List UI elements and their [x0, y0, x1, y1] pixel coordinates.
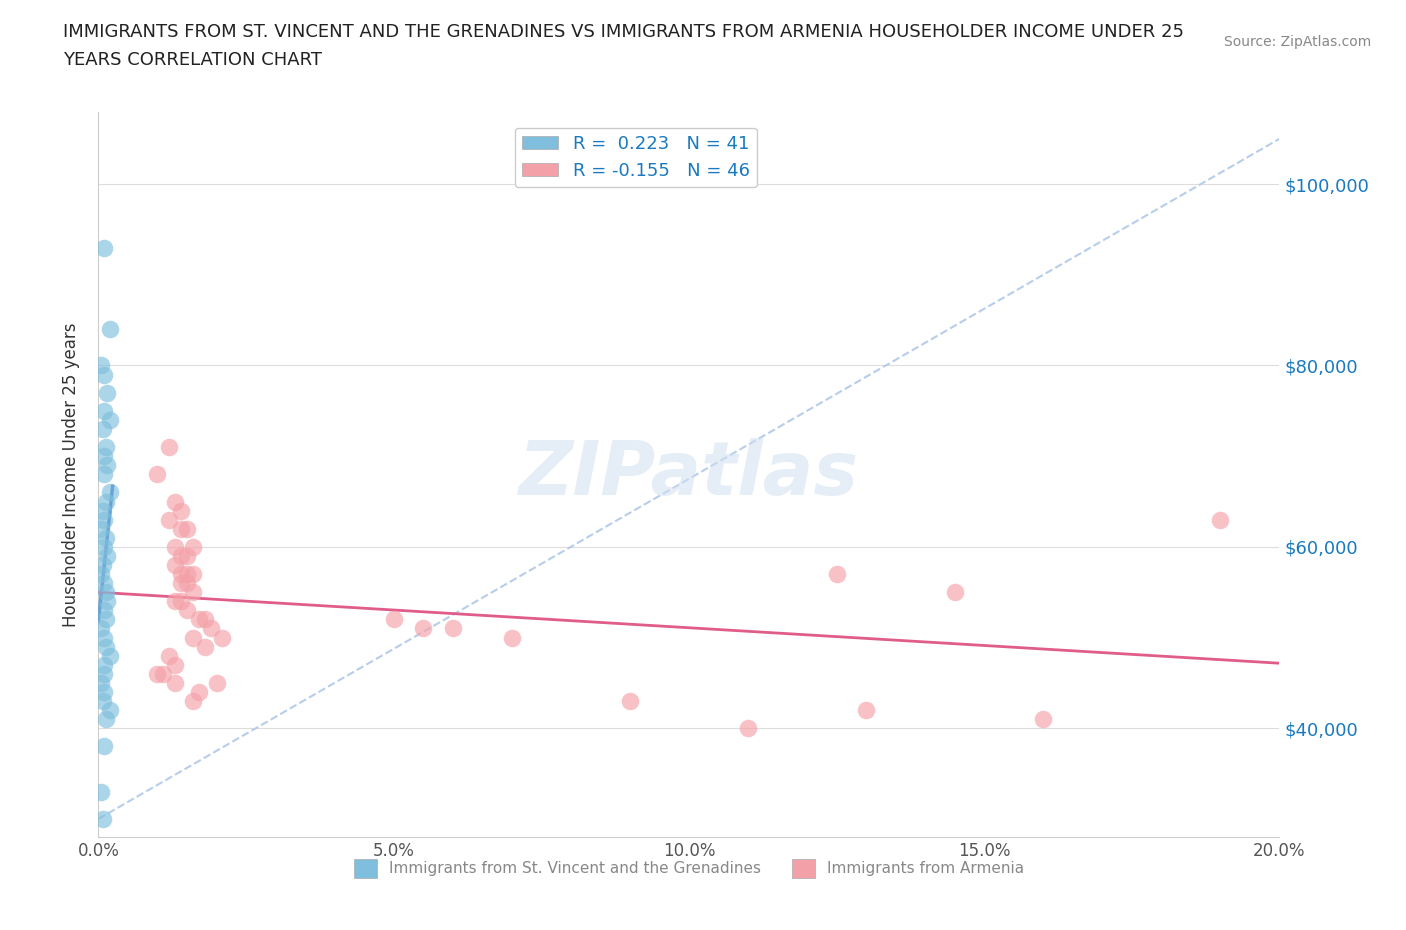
- Point: [146, 467, 169, 482]
- Point: [94, 612, 117, 627]
- Point: [194, 639, 217, 654]
- Text: IMMIGRANTS FROM ST. VINCENT AND THE GRENADINES VS IMMIGRANTS FROM ARMENIA HOUSEH: IMMIGRANTS FROM ST. VINCENT AND THE GREN…: [63, 23, 1184, 41]
- Point: [170, 549, 193, 564]
- Point: [825, 566, 848, 581]
- Point: [165, 675, 187, 690]
- Point: [93, 631, 115, 645]
- Point: [205, 675, 228, 690]
- Point: [165, 494, 187, 509]
- Point: [96, 594, 118, 609]
- Point: [181, 566, 204, 581]
- Point: [146, 667, 169, 682]
- Point: [91, 811, 114, 827]
- Point: [93, 449, 115, 464]
- Point: [165, 558, 187, 573]
- Point: [181, 539, 204, 554]
- Point: [170, 521, 193, 536]
- Point: [93, 367, 115, 382]
- Point: [98, 703, 121, 718]
- Point: [170, 566, 193, 581]
- Legend: Immigrants from St. Vincent and the Grenadines, Immigrants from Armenia: Immigrants from St. Vincent and the Gren…: [347, 853, 1031, 884]
- Point: [96, 549, 118, 564]
- Point: [157, 648, 180, 663]
- Point: [176, 603, 198, 618]
- Point: [96, 385, 118, 400]
- Text: ZIPatlas: ZIPatlas: [519, 438, 859, 511]
- Point: [94, 711, 117, 726]
- Point: [187, 684, 209, 699]
- Point: [170, 503, 193, 518]
- Point: [94, 585, 117, 600]
- Point: [176, 549, 198, 564]
- Point: [98, 322, 121, 337]
- Point: [737, 721, 759, 736]
- Point: [90, 521, 112, 536]
- Point: [165, 658, 187, 672]
- Point: [181, 694, 204, 709]
- Point: [382, 612, 405, 627]
- Point: [90, 358, 112, 373]
- Point: [176, 566, 198, 581]
- Y-axis label: Householder Income Under 25 years: Householder Income Under 25 years: [62, 322, 80, 627]
- Point: [98, 648, 121, 663]
- Point: [1209, 512, 1232, 527]
- Text: Source: ZipAtlas.com: Source: ZipAtlas.com: [1223, 35, 1371, 49]
- Point: [1032, 711, 1054, 726]
- Point: [619, 694, 641, 709]
- Point: [93, 512, 115, 527]
- Point: [94, 494, 117, 509]
- Point: [194, 612, 217, 627]
- Point: [187, 612, 209, 627]
- Point: [90, 621, 112, 636]
- Point: [93, 738, 115, 753]
- Point: [165, 539, 187, 554]
- Point: [94, 639, 117, 654]
- Point: [91, 421, 114, 436]
- Point: [93, 539, 115, 554]
- Point: [93, 576, 115, 591]
- Point: [90, 566, 112, 581]
- Point: [855, 703, 877, 718]
- Point: [90, 784, 112, 799]
- Point: [91, 558, 114, 573]
- Point: [93, 240, 115, 255]
- Point: [152, 667, 174, 682]
- Point: [170, 576, 193, 591]
- Point: [94, 530, 117, 545]
- Point: [91, 503, 114, 518]
- Point: [93, 404, 115, 418]
- Point: [93, 467, 115, 482]
- Point: [412, 621, 434, 636]
- Point: [93, 603, 115, 618]
- Point: [93, 667, 115, 682]
- Point: [98, 485, 121, 500]
- Point: [157, 512, 180, 527]
- Point: [90, 675, 112, 690]
- Point: [96, 458, 118, 472]
- Point: [157, 440, 180, 455]
- Point: [943, 585, 966, 600]
- Point: [441, 621, 464, 636]
- Point: [200, 621, 222, 636]
- Point: [176, 521, 198, 536]
- Text: YEARS CORRELATION CHART: YEARS CORRELATION CHART: [63, 51, 322, 69]
- Point: [93, 684, 115, 699]
- Point: [211, 631, 233, 645]
- Point: [94, 440, 117, 455]
- Point: [181, 631, 204, 645]
- Point: [93, 658, 115, 672]
- Point: [501, 631, 523, 645]
- Point: [181, 585, 204, 600]
- Point: [98, 413, 121, 428]
- Point: [165, 594, 187, 609]
- Point: [91, 694, 114, 709]
- Point: [170, 594, 193, 609]
- Point: [176, 576, 198, 591]
